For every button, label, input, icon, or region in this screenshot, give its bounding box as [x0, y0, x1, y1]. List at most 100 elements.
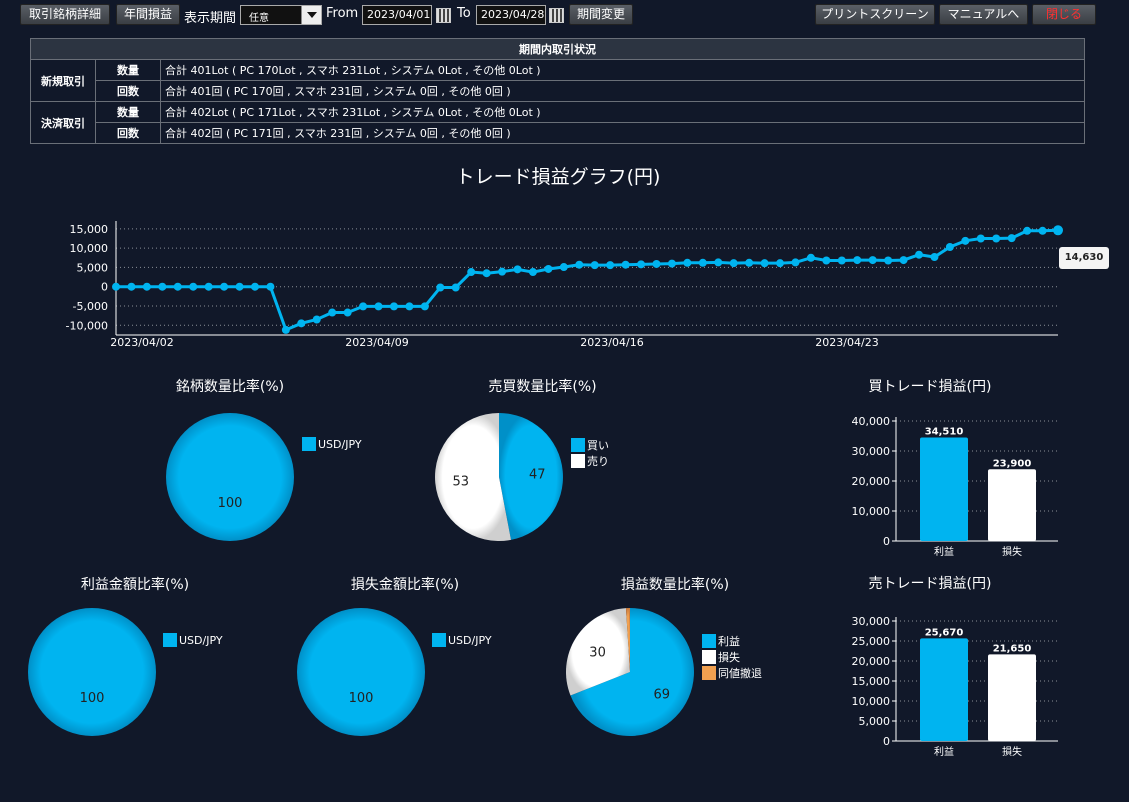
to-label: To	[457, 6, 471, 21]
legend-swatch	[702, 650, 716, 664]
data-point	[374, 302, 383, 311]
y-tick-label: 10,000	[852, 505, 891, 518]
sell-trade-bar-chart: 30,000 25,000 20,000 15,000 10,000 5,000 0 25,6…	[852, 615, 1058, 758]
change-period-button[interactable]: 期間変更	[569, 4, 633, 25]
pie-slice	[166, 413, 294, 541]
pie-slice	[570, 608, 694, 736]
data-point	[173, 282, 182, 291]
calendar-icon[interactable]	[549, 8, 564, 23]
count-label: 回数	[95, 80, 161, 102]
calendar-icon[interactable]	[436, 8, 451, 23]
y-tick-label: 20,000	[852, 655, 891, 668]
new-trade-label: 新規取引	[30, 59, 96, 102]
qty-label: 数量	[95, 59, 161, 81]
pie4-title: 損失金額比率(%)	[350, 577, 460, 593]
data-point	[436, 283, 445, 292]
from-date-input[interactable]: 2023/04/01	[362, 5, 432, 25]
pie-value-label: 100	[218, 496, 243, 511]
x-tick-label: 2023/04/09	[345, 336, 408, 349]
data-point	[776, 259, 785, 268]
data-point	[806, 253, 815, 262]
bar-value-label: 25,670	[925, 627, 964, 638]
buy-trade-bar-chart: 40,000 30,000 20,000 10,000 0 34,510 利益 23,900 損…	[852, 415, 1058, 558]
legend-label: 買い	[587, 439, 609, 452]
pie-slice	[28, 608, 156, 736]
legend-item: 利益	[702, 633, 740, 649]
legend-item: USD/JPY	[163, 633, 223, 647]
period-select[interactable]: 任意	[240, 5, 322, 25]
bar-value-label: 21,650	[993, 643, 1032, 654]
data-point	[822, 256, 831, 265]
y-tick-label: 25,000	[852, 635, 891, 648]
data-point	[220, 282, 229, 291]
manual-button[interactable]: マニュアルへ	[939, 4, 1028, 25]
data-point	[930, 253, 939, 262]
y-tick-label: 5,000	[77, 261, 109, 274]
data-point	[992, 234, 1001, 243]
data-point	[204, 282, 213, 291]
legend-item: 損失	[702, 649, 740, 665]
legend-item: 売り	[571, 453, 609, 469]
legend-swatch	[571, 438, 585, 452]
legend-item: USD/JPY	[302, 437, 362, 451]
data-point	[621, 260, 630, 269]
data-point	[961, 236, 970, 245]
data-point	[945, 242, 954, 251]
series-line	[116, 228, 1059, 332]
data-point	[451, 283, 460, 292]
data-point	[976, 234, 985, 243]
x-tick-label: 2023/04/02	[110, 336, 173, 349]
y-tick-label: 20,000	[852, 475, 891, 488]
data-point	[328, 308, 337, 317]
bar	[988, 654, 1036, 741]
data-point	[467, 268, 476, 277]
close-button[interactable]: 閉じる	[1032, 4, 1096, 25]
data-point	[513, 265, 522, 274]
data-point	[544, 264, 553, 273]
symbol-detail-button[interactable]: 取引銘柄詳細	[20, 4, 110, 25]
close-trade-label: 決済取引	[30, 101, 96, 144]
legend-swatch	[702, 666, 716, 680]
y-tick-label: 10,000	[852, 695, 891, 708]
bar	[920, 437, 968, 541]
data-point	[158, 282, 167, 291]
to-date-input[interactable]: 2023/04/28	[476, 5, 546, 25]
data-point	[1053, 225, 1063, 236]
data-point	[1007, 234, 1016, 243]
line-chart-title: トレード損益グラフ(円)	[455, 166, 661, 188]
data-point	[791, 258, 800, 267]
data-point	[297, 319, 306, 328]
pl-line-chart: 15,00010,0005,0000-5,000-10,0002023/04/0…	[66, 221, 1063, 349]
qty-label: 数量	[95, 101, 161, 123]
profit-amount-pie: 100	[28, 608, 156, 736]
legend-label: USD/JPY	[179, 633, 223, 647]
print-screen-button[interactable]: プリントスクリーン	[815, 4, 935, 25]
legend-item: USD/JPY	[432, 633, 492, 647]
data-point	[343, 308, 352, 317]
from-label: From	[326, 6, 359, 21]
y-tick-label: -10,000	[66, 319, 108, 332]
y-tick-label: 0	[883, 535, 890, 548]
data-point	[667, 259, 676, 268]
data-point	[142, 282, 151, 291]
legend-label: USD/JPY	[318, 437, 362, 451]
chevron-down-icon	[301, 6, 321, 24]
bar-value-label: 34,510	[925, 426, 964, 437]
pie-slice	[625, 608, 630, 672]
data-point	[637, 260, 646, 269]
annual-pl-button[interactable]: 年間損益	[116, 4, 180, 25]
bar	[988, 469, 1036, 541]
data-point	[250, 282, 259, 291]
y-tick-label: 5,000	[859, 715, 891, 728]
data-point	[853, 256, 862, 265]
pie-value-label: 47	[529, 467, 546, 482]
data-point	[281, 325, 290, 334]
legend-label: 利益	[718, 635, 740, 648]
pie-slice	[435, 413, 511, 541]
data-point	[837, 256, 846, 265]
x-tick-label: 利益	[934, 745, 954, 758]
y-tick-label: 15,000	[852, 675, 891, 688]
x-tick-label: 2023/04/16	[580, 336, 643, 349]
bar	[920, 638, 968, 741]
y-tick-label: 40,000	[852, 415, 891, 428]
